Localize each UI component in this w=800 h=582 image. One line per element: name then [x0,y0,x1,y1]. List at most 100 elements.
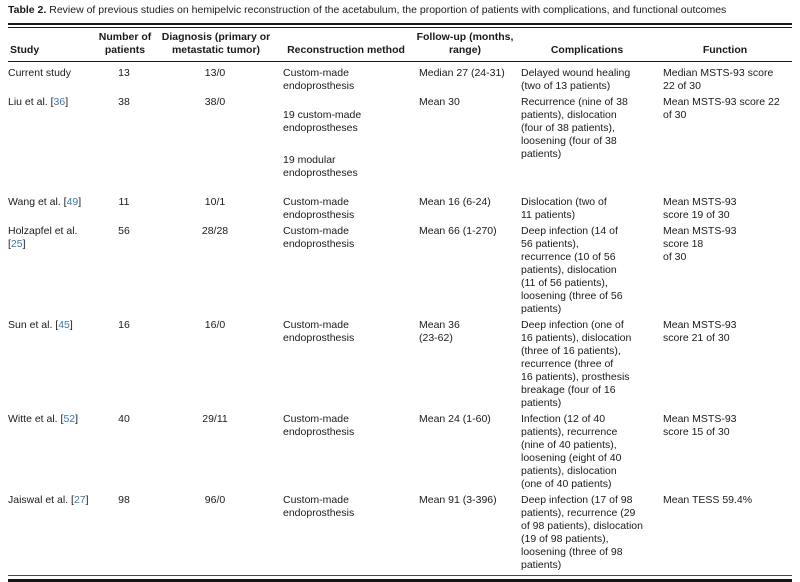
col-header-function: Function [702,44,748,56]
table-row-liu: Liu et al. [36] 38 38/0 19 custom-made e… [8,96,792,196]
method-cell: Custom-made endoprosthesis [283,413,355,438]
patients-cell: 56 [118,225,130,237]
complications-cell: Deep infection (one of 16 patients), dis… [521,319,632,409]
complications-cell: Deep infection (17 of 98 patients), recu… [521,494,643,571]
citation-link[interactable]: [27] [71,494,89,506]
citation-bracket-open: [ [63,196,67,208]
citation-bracket-open: [ [8,238,11,250]
citation-bracket-close: ] [69,319,73,331]
col-header-diagnosis: Diagnosis (primary or metastatic tumor) [161,31,271,56]
citation-number: 27 [73,494,86,506]
study-name: Sun et al. [8,319,53,331]
method-entry-1: 19 custom-made endoprostheses [283,109,362,134]
study-cell: Jaiswal et al. [27] [8,494,96,575]
table-caption-label: Table 2. [8,4,47,16]
table-row-current-study: Current study 13 13/0 Custom-made endopr… [8,62,792,97]
citation-link[interactable]: [52] [61,413,79,425]
col-header-reconstruction-method: Reconstruction method [287,44,405,56]
patients-cell: 40 [118,413,130,425]
study-name: Jaiswal et al. [8,494,69,506]
study-cell: Sun et al. [45] [8,319,96,413]
citation-link[interactable]: [25] [8,238,26,250]
table-top-rule [8,23,792,28]
study-name: Holzapfel et al. [8,225,78,237]
col-header-study: Study [10,44,40,56]
followup-cell: Mean 30 [419,96,460,108]
complications-cell: Delayed wound healing (two of 13 patient… [521,67,631,92]
function-cell: Mean MSTS-93 score 21 of 30 [663,319,737,344]
citation-link[interactable]: [45] [55,319,73,331]
complications-cell: Infection (12 of 40 patients), recurrenc… [521,413,622,490]
study-name: Wang et al. [8,196,61,208]
function-cell: Mean TESS 59.4% [663,494,753,506]
table-caption-text: Review of previous studies on hemipelvic… [49,4,727,16]
function-cell: Mean MSTS-93 score 19 of 30 [663,196,737,221]
function-cell: Mean MSTS-93 score 18 of 30 [663,225,737,263]
citation-number: 49 [66,196,79,208]
function-cell: Median MSTS-93 score 22 of 30 [663,67,774,92]
study-cell: Liu et al. [36] [8,96,96,196]
citation-bracket-close: ] [78,196,82,208]
complications-cell: Deep infection (14 of 56 patients), recu… [521,225,623,315]
studies-table: Study Number of patients Diagnosis (prim… [8,28,792,575]
complications-cell: Dislocation (two of 11 patients) [521,196,607,221]
study-cell: Witte et al. [52] [8,413,96,494]
citation-link[interactable]: [49] [64,196,82,208]
table-row-sun: Sun et al. [45] 16 16/0 Custom-made endo… [8,319,792,413]
function-cell: Mean MSTS-93 score 15 of 30 [663,413,737,438]
diagnosis-cell: 96/0 [204,494,226,506]
citation-bracket-open: [ [60,413,64,425]
col-header-number-of-patients: Number of patients [98,31,152,56]
table-row-holzapfel: Holzapfel et al. [25] 56 28/28 Custom-ma… [8,225,792,319]
study-name: Liu et al. [8,96,48,108]
followup-cell: Mean 66 (1-270) [419,225,497,237]
citation-bracket-open: [ [55,319,59,331]
study-cell: Wang et al. [49] [8,196,96,225]
complications-cell: Recurrence (nine of 38 patients), disloc… [521,96,628,160]
method-entry-2: 19 modular endoprostheses [283,154,358,179]
citation-bracket-open: [ [50,96,54,108]
followup-cell: Mean 16 (6-24) [419,196,491,208]
col-header-follow-up: Follow-up (months, range) [416,31,514,56]
diagnosis-cell: 10/1 [204,196,226,208]
table-row-jaiswal: Jaiswal et al. [27] 98 96/0 Custom-made … [8,494,792,575]
method-cell: 19 custom-made endoprostheses 19 modular… [278,96,414,196]
table-bottom-rule [8,575,792,582]
method-cell: Custom-made endoprosthesis [283,196,355,221]
citation-number: 52 [63,413,76,425]
citation-number: 36 [53,96,66,108]
method-cell: Custom-made endoprosthesis [283,67,355,92]
diagnosis-cell: 16/0 [204,319,226,331]
method-cell: Custom-made endoprosthesis [283,225,355,250]
table-row-wang: Wang et al. [49] 11 10/1 Custom-made end… [8,196,792,225]
study-cell: Holzapfel et al. [25] [8,225,96,319]
patients-cell: 13 [118,67,130,79]
study-cell: Current study [8,62,96,97]
citation-bracket-close: ] [75,413,79,425]
diagnosis-cell: 38/0 [204,96,226,108]
followup-cell: Mean 36 (23-62) [419,319,460,344]
col-header-complications: Complications [550,44,624,56]
citation-number: 45 [58,319,70,331]
diagnosis-cell: 28/28 [201,225,229,237]
patients-cell: 38 [118,96,130,108]
citation-number: 25 [10,238,23,250]
patients-cell: 16 [118,319,130,331]
study-name: Witte et al. [8,413,58,425]
method-cell: Custom-made endoprosthesis [283,319,355,344]
table-header-row: Study Number of patients Diagnosis (prim… [8,28,792,62]
study-name: Current study [8,67,72,79]
table-caption: Table 2. Review of previous studies on h… [8,4,792,17]
citation-bracket-open: [ [71,494,74,506]
patients-cell: 98 [118,494,130,506]
method-cell: Custom-made endoprosthesis [283,494,355,519]
followup-cell: Mean 91 (3-396) [419,494,497,506]
citation-bracket-close: ] [85,494,89,506]
citation-bracket-close: ] [65,96,69,108]
citation-link[interactable]: [36] [51,96,69,108]
diagnosis-cell: 13/0 [204,67,226,79]
table-row-witte: Witte et al. [52] 40 29/11 Custom-made e… [8,413,792,494]
citation-bracket-close: ] [22,238,26,250]
patients-cell: 11 [118,196,130,208]
